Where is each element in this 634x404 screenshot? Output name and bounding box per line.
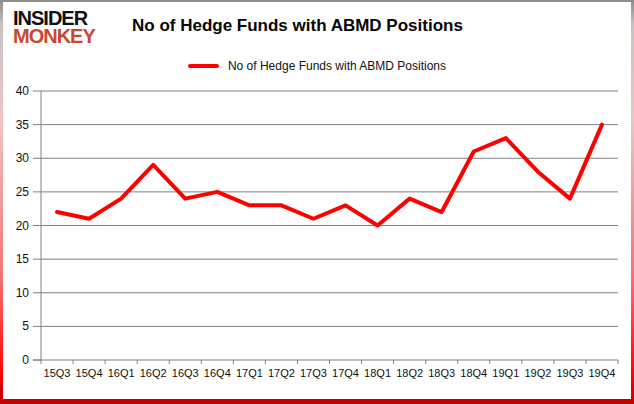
x-tick-label: 19Q3	[556, 367, 583, 379]
y-tick-label: 15	[16, 252, 30, 266]
y-tick-label: 35	[16, 118, 30, 132]
y-tick-label: 30	[16, 151, 30, 165]
x-tick-label: 15Q4	[76, 367, 103, 379]
x-tick-label: 19Q2	[524, 367, 551, 379]
x-tick-label: 18Q2	[396, 367, 423, 379]
x-tick-label: 16Q1	[108, 367, 135, 379]
series-line	[57, 125, 602, 226]
x-tick-label: 18Q3	[428, 367, 455, 379]
x-tick-label: 16Q4	[204, 367, 231, 379]
x-tick-label: 17Q2	[268, 367, 295, 379]
x-tick-label: 15Q3	[44, 367, 71, 379]
x-tick-label: 17Q4	[332, 367, 359, 379]
x-tick-label: 17Q3	[300, 367, 327, 379]
x-tick-label: 19Q4	[589, 367, 616, 379]
chart-card: INSIDER MONKEY No of Hedge Funds with AB…	[0, 0, 634, 404]
line-chart: 0 5 10 15 20 25 30 35 40 15Q3 15Q4 16Q1 16Q2 16Q3 16Q4…	[3, 2, 634, 404]
y-tick-label: 10	[16, 286, 30, 300]
y-tick-label: 20	[16, 219, 30, 233]
x-tick-label: 18Q4	[460, 367, 487, 379]
x-tick-label: 18Q1	[364, 367, 391, 379]
y-tick-label: 40	[16, 84, 30, 98]
y-tick-label: 25	[16, 185, 30, 199]
x-tick-label: 16Q2	[140, 367, 167, 379]
x-tick-label: 19Q1	[492, 367, 519, 379]
y-tick-label: 5	[22, 319, 29, 333]
x-tick-label: 17Q1	[236, 367, 263, 379]
y-tick-label: 0	[22, 353, 29, 367]
x-tick-label: 16Q3	[172, 367, 199, 379]
